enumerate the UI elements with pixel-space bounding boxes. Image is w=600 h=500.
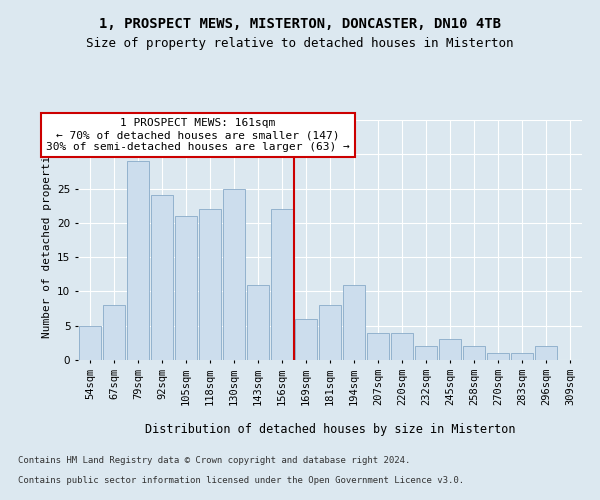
Bar <box>511 353 533 360</box>
Bar <box>151 196 173 360</box>
Bar <box>439 340 461 360</box>
Text: Contains HM Land Registry data © Crown copyright and database right 2024.: Contains HM Land Registry data © Crown c… <box>18 456 410 465</box>
Bar <box>103 305 125 360</box>
Bar <box>535 346 557 360</box>
Y-axis label: Number of detached properties: Number of detached properties <box>41 142 52 338</box>
Text: Distribution of detached houses by size in Misterton: Distribution of detached houses by size … <box>145 422 515 436</box>
Bar <box>127 161 149 360</box>
Bar <box>247 284 269 360</box>
Text: Size of property relative to detached houses in Misterton: Size of property relative to detached ho… <box>86 38 514 51</box>
Bar <box>223 188 245 360</box>
Text: 1, PROSPECT MEWS, MISTERTON, DONCASTER, DN10 4TB: 1, PROSPECT MEWS, MISTERTON, DONCASTER, … <box>99 18 501 32</box>
Bar <box>199 209 221 360</box>
Bar <box>463 346 485 360</box>
Bar <box>487 353 509 360</box>
Bar <box>319 305 341 360</box>
Bar <box>343 284 365 360</box>
Bar <box>79 326 101 360</box>
Bar <box>295 319 317 360</box>
Bar <box>271 209 293 360</box>
Bar <box>367 332 389 360</box>
Bar <box>415 346 437 360</box>
Text: Contains public sector information licensed under the Open Government Licence v3: Contains public sector information licen… <box>18 476 464 485</box>
Bar <box>175 216 197 360</box>
Text: 1 PROSPECT MEWS: 161sqm
← 70% of detached houses are smaller (147)
30% of semi-d: 1 PROSPECT MEWS: 161sqm ← 70% of detache… <box>46 118 350 152</box>
Bar <box>391 332 413 360</box>
